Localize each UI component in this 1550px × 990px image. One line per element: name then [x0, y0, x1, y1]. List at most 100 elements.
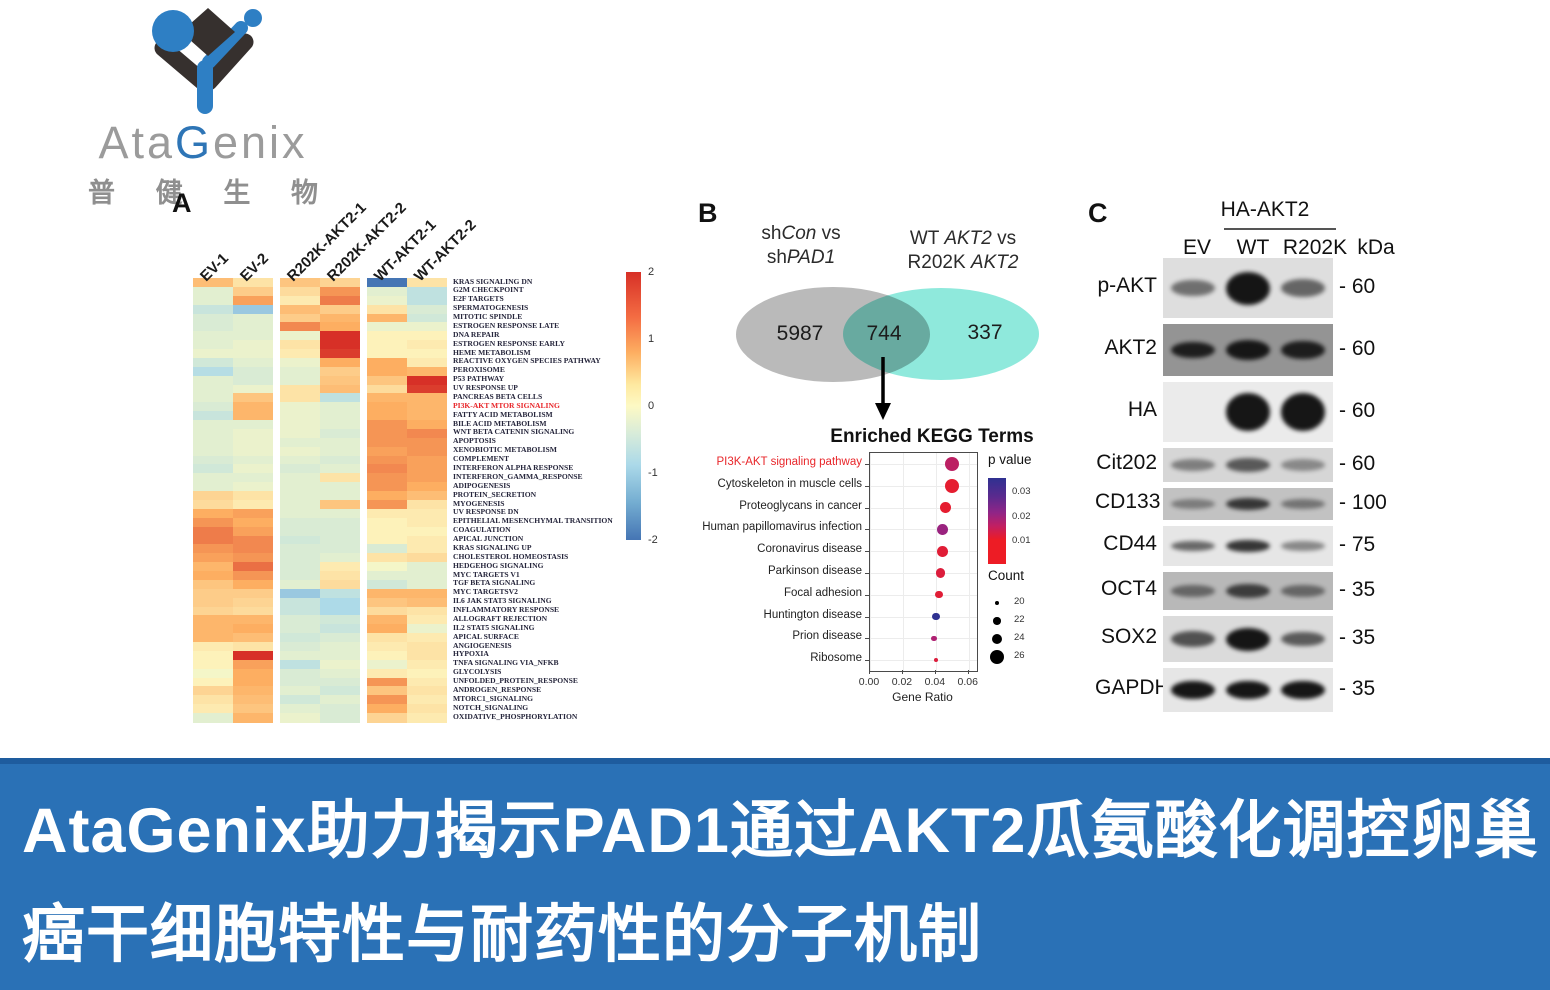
heatmap-row-label: ESTROGEN RESPONSE EARLY [453, 338, 565, 348]
kda-marker: - 35 [1339, 626, 1376, 649]
protein-band [1171, 499, 1215, 509]
heatmap-cell [320, 384, 360, 395]
y-tick-mark [865, 660, 870, 662]
blot-row: GAPDH - 35 [1095, 668, 1405, 712]
heatmap-cell [233, 437, 273, 448]
heatmap-cell [193, 482, 233, 492]
heatmap-cell [407, 491, 447, 501]
heatmap-cell [407, 340, 447, 350]
heatmap-cell [233, 650, 273, 661]
heatmap-cell [193, 357, 233, 368]
heatmap-cell [280, 544, 320, 554]
heatmap-cell [407, 713, 447, 723]
heatmap-cell [407, 455, 447, 466]
heatmap-cell [320, 322, 360, 332]
heatmap-cell [280, 304, 320, 315]
kegg-plot-title: Enriched KEGG Terms [830, 426, 1034, 447]
heatmap-cell [367, 446, 407, 457]
heatmap-cell [280, 375, 320, 386]
heatmap-cell [193, 553, 233, 563]
heatmap-cell [233, 420, 273, 430]
heatmap-cell [320, 349, 360, 359]
heatmap-cell [280, 384, 320, 395]
kegg-data-point [932, 612, 940, 621]
count-legend-dot [989, 649, 1005, 665]
blot-protein-label: CD133 [1095, 490, 1161, 513]
banner-title-line2: 癌干细胞特性与耐药性的分子机制 [22, 900, 982, 970]
protein-band [1226, 393, 1270, 431]
heatmap-cell [233, 508, 273, 519]
gridline [902, 453, 904, 671]
blot-group-header: HA-AKT2 [1220, 198, 1310, 221]
blot-row: HA - 60 [1095, 382, 1405, 442]
heatmap-cell [320, 473, 360, 483]
heatmap-cell [233, 313, 273, 323]
lane-label-r202k: R202K [1282, 236, 1348, 259]
gridline [870, 464, 977, 465]
heatmap-cell [233, 366, 273, 377]
heatmap-cell [320, 633, 360, 643]
heatmap-cell [280, 446, 320, 457]
kegg-data-point [940, 502, 952, 513]
heatmap-cell [193, 295, 233, 306]
heatmap-row-label: MYOGENESIS [453, 498, 505, 508]
heatmap-row-label: PROTEIN_SECRETION [453, 489, 537, 499]
heatmap-cell [367, 357, 407, 368]
heatmap-cell [233, 704, 273, 714]
heatmap-cell [233, 446, 273, 457]
protein-band [1226, 340, 1270, 360]
heatmap-cell [407, 633, 447, 643]
heatmap-row-label: DNA REPAIR [453, 329, 500, 339]
heatmap-cell [367, 642, 407, 652]
heatmap-cell [320, 659, 360, 670]
gridline [870, 551, 977, 553]
heatmap-cell [233, 517, 273, 528]
heatmap-row-label: INFLAMMATORY RESPONSE [453, 605, 560, 615]
heatmap-cell [367, 544, 407, 554]
blot-protein-label: CD44 [1103, 532, 1157, 555]
down-arrow-icon [875, 357, 891, 420]
heatmap-cell [320, 411, 360, 421]
heatmap-cell [233, 331, 273, 341]
blot-protein-label: AKT2 [1104, 336, 1157, 359]
heatmap-row-label: PI3K-AKT MTOR SIGNALING [453, 400, 560, 410]
heatmap-cell [407, 588, 447, 599]
heatmap-cell [367, 659, 407, 670]
heatmap-cell [280, 428, 320, 439]
kda-unit-label: kDa [1357, 236, 1395, 259]
kegg-category-label: Cytoskeleton in muscle cells [717, 477, 862, 490]
heatmap-row-label: HEME METABOLISM [453, 347, 531, 357]
protein-band [1171, 680, 1215, 700]
protein-band [1226, 583, 1270, 599]
heatmap-cell [367, 375, 407, 386]
pvalue-tick-label: 0.03 [1012, 486, 1031, 497]
heatmap-cell [407, 402, 447, 412]
kegg-category-label: Huntington disease [763, 608, 862, 621]
heatmap-cell [233, 464, 273, 474]
heatmap-cell [193, 500, 233, 510]
x-tick-mark [869, 670, 870, 674]
gridline [870, 594, 977, 596]
heatmap-cell [320, 588, 360, 599]
blot-row: CD133 - 100 [1095, 488, 1405, 520]
heatmap-cell [407, 366, 447, 377]
kda-marker: - 35 [1339, 677, 1376, 700]
heatmap-cell [193, 686, 233, 696]
kegg-category-label: Human papillomavirus infection [702, 521, 862, 534]
pvalue-gradient-bar [988, 478, 1006, 564]
heatmap-cell [233, 455, 273, 466]
heatmap-cell [280, 473, 320, 483]
heatmap-cell [367, 713, 407, 723]
heatmap-cell [280, 659, 320, 670]
heatmap-row-label: MTORC1_SIGNALING [453, 693, 534, 703]
heatmap-cell [320, 402, 360, 412]
heatmap-cell [367, 562, 407, 572]
heatmap-row-label: UV RESPONSE UP [453, 383, 518, 393]
heatmap-cell [367, 553, 407, 563]
heatmap-cell [320, 286, 360, 297]
heatmap-cell [233, 384, 273, 395]
heatmap-cell [320, 642, 360, 652]
x-tick-mark [901, 670, 903, 674]
heatmap-cell [407, 349, 447, 359]
blot-image [1163, 448, 1333, 482]
